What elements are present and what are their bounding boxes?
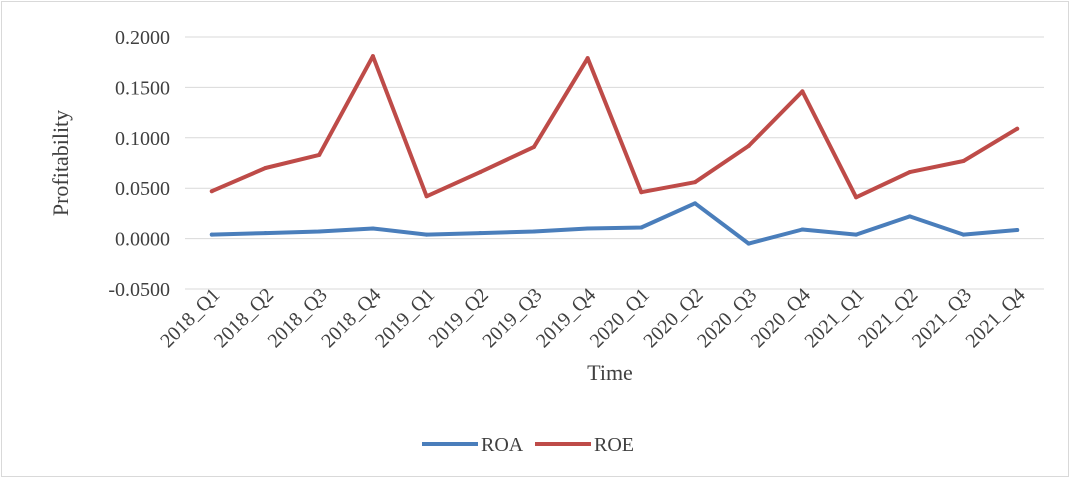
data-point-roa xyxy=(209,232,214,237)
gridlines xyxy=(185,36,1044,290)
data-point-roe xyxy=(854,195,859,200)
data-point-roa xyxy=(370,226,375,231)
legend-label-roa: ROA xyxy=(481,434,524,456)
series-line-roa xyxy=(209,201,1020,246)
data-point-roe xyxy=(531,144,536,149)
data-point-roa xyxy=(585,226,590,231)
data-point-roe xyxy=(800,89,805,94)
data-point-roe xyxy=(370,54,375,59)
data-point-roa xyxy=(317,229,322,234)
x-axis-ticks: 2018_Q12018_Q22018_Q32018_Q42019_Q12019_… xyxy=(156,284,1030,352)
data-point-roa xyxy=(263,231,268,236)
data-point-roa xyxy=(639,225,644,230)
data-point-roa xyxy=(1015,228,1020,233)
y-axis-title: Profitability xyxy=(48,110,73,216)
data-point-roe xyxy=(317,152,322,157)
x-tick-label: 2021_Q4 xyxy=(961,284,1029,352)
data-point-roe xyxy=(478,170,483,175)
data-point-roa xyxy=(478,231,483,236)
legend-label-roe: ROE xyxy=(594,434,634,456)
data-point-roe xyxy=(1015,126,1020,131)
y-axis-ticks: -0.0500 0.0000 0.0500 0.1000 0.1500 0.2000 xyxy=(108,27,170,301)
data-point-roa xyxy=(746,241,751,246)
data-point-roe xyxy=(693,180,698,185)
data-point-roa xyxy=(907,214,912,219)
data-point-roe xyxy=(585,56,590,61)
y-tick-label: 0.0500 xyxy=(115,178,170,200)
y-tick-label: 0.0000 xyxy=(115,229,170,251)
x-axis-title: Time xyxy=(587,360,633,385)
data-point-roe xyxy=(746,143,751,148)
series-lines xyxy=(209,54,1020,246)
y-tick-label: -0.0500 xyxy=(108,279,170,301)
data-point-roa xyxy=(800,227,805,232)
y-tick-label: 0.1500 xyxy=(115,77,170,99)
series-line-roe xyxy=(209,54,1020,200)
data-point-roa xyxy=(693,201,698,206)
data-point-roe xyxy=(639,190,644,195)
data-point-roe xyxy=(263,166,268,171)
data-point-roe xyxy=(907,170,912,175)
data-point-roa xyxy=(961,232,966,237)
data-point-roe xyxy=(209,189,214,194)
data-point-roe xyxy=(424,194,429,199)
data-point-roe xyxy=(961,158,966,163)
data-point-roa xyxy=(531,229,536,234)
legend: ROA ROE xyxy=(422,434,634,456)
y-tick-label: 0.1000 xyxy=(115,128,170,150)
data-point-roa xyxy=(854,232,859,237)
data-point-roa xyxy=(424,232,429,237)
y-tick-label: 0.2000 xyxy=(115,27,170,49)
